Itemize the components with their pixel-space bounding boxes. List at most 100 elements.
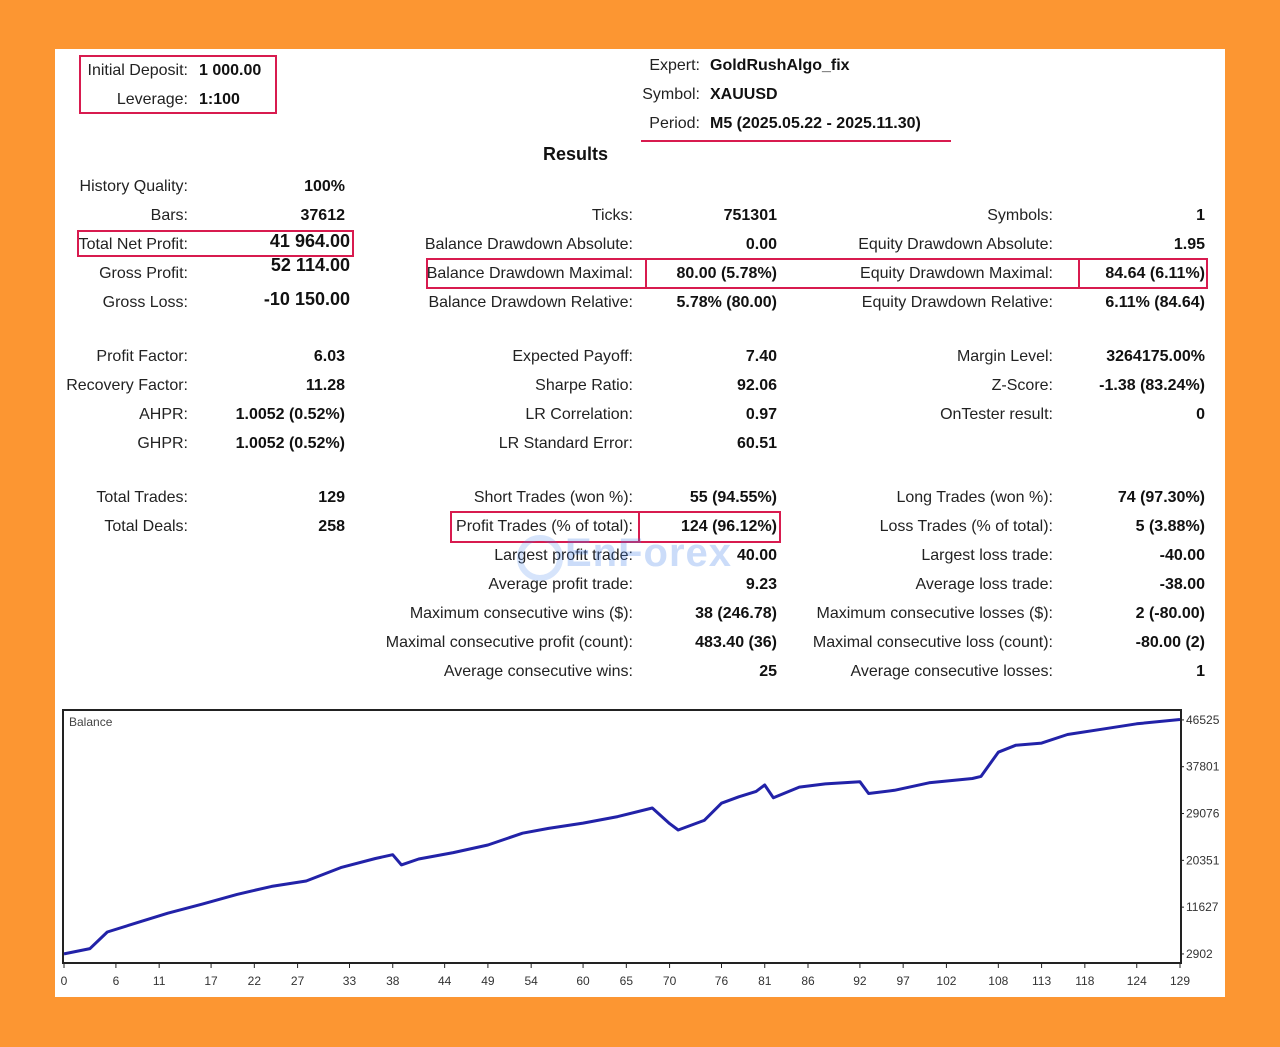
profit-trades-label: Profit Trades (% of total): bbox=[456, 518, 633, 535]
margin-level-label: Margin Level: bbox=[956, 348, 1053, 365]
y-tick-label: 11627 bbox=[1186, 900, 1219, 914]
lr-std-error-value: 60.51 bbox=[736, 435, 777, 452]
equity-dd-rel-value: 6.11% (84.64) bbox=[1105, 294, 1205, 311]
equity-dd-max-label: Equity Drawdown Maximal: bbox=[860, 265, 1053, 282]
x-tick-label: 33 bbox=[343, 974, 357, 988]
x-tick-label: 92 bbox=[853, 974, 867, 988]
total-trades-label: Total Trades: bbox=[96, 489, 188, 506]
period-value: M5 (2025.05.22 - 2025.11.30) bbox=[710, 115, 921, 132]
balance-dd-max-value: 80.00 (5.78%) bbox=[676, 265, 777, 282]
total-net-profit-label: Total Net Profit: bbox=[78, 236, 188, 253]
equity-dd-max-value: 84.64 (6.11%) bbox=[1105, 265, 1205, 282]
symbol-label: Symbol: bbox=[642, 86, 700, 103]
lr-std-error-label: LR Standard Error: bbox=[498, 435, 633, 452]
period-label: Period: bbox=[649, 115, 700, 132]
y-tick-label: 46525 bbox=[1186, 713, 1220, 727]
results-title: Results bbox=[543, 144, 609, 164]
watermark-logo-icon bbox=[517, 535, 563, 581]
max-consec-losses-label: Maximum consecutive losses ($): bbox=[816, 605, 1053, 622]
bars-value: 37612 bbox=[300, 207, 346, 224]
short-trades-label: Short Trades (won %): bbox=[473, 489, 633, 506]
z-score-value: -1.38 (83.24%) bbox=[1099, 377, 1205, 394]
equity-dd-abs-label: Equity Drawdown Absolute: bbox=[858, 236, 1053, 253]
chart-title: Balance bbox=[69, 715, 113, 729]
net-profit-highlight-box bbox=[77, 230, 354, 257]
history-quality-label: History Quality: bbox=[79, 178, 188, 195]
x-tick-label: 49 bbox=[481, 974, 495, 988]
average-profit-value: 9.23 bbox=[745, 576, 777, 593]
gross-loss-value: -10 150.00 bbox=[263, 289, 350, 309]
balance-series-line bbox=[63, 718, 1181, 956]
x-tick-label: 97 bbox=[896, 974, 910, 988]
equity-box-divider bbox=[1078, 258, 1080, 289]
x-tick-label: 129 bbox=[1170, 974, 1190, 988]
profit-factor-label: Profit Factor: bbox=[96, 348, 188, 365]
initial-deposit-label: Initial Deposit: bbox=[87, 62, 189, 79]
expected-payoff-value: 7.40 bbox=[745, 348, 777, 365]
balance-dd-rel-label: Balance Drawdown Relative: bbox=[428, 294, 633, 311]
symbols-label: Symbols: bbox=[987, 207, 1053, 224]
balance-dd-rel-value: 5.78% (80.00) bbox=[676, 294, 777, 311]
lr-correlation-label: LR Correlation: bbox=[525, 406, 633, 423]
margin-level-value: 3264175.00% bbox=[1106, 348, 1205, 365]
x-tick-label: 11 bbox=[153, 974, 166, 988]
drawdown-maximal-highlight-box bbox=[426, 258, 1208, 289]
z-score-label: Z-Score: bbox=[991, 377, 1053, 394]
x-tick-label: 44 bbox=[438, 974, 452, 988]
profit-factor-value: 6.03 bbox=[313, 348, 345, 365]
recovery-factor-label: Recovery Factor: bbox=[66, 377, 188, 394]
x-tick-label: 22 bbox=[248, 974, 262, 988]
x-tick-label: 70 bbox=[663, 974, 677, 988]
x-tick-label: 27 bbox=[291, 974, 305, 988]
x-tick-label: 38 bbox=[386, 974, 400, 988]
equity-dd-rel-label: Equity Drawdown Relative: bbox=[861, 294, 1053, 311]
drawdown-box-divider bbox=[645, 258, 647, 289]
avg-consec-losses-label: Average consecutive losses: bbox=[850, 663, 1053, 680]
expected-payoff-label: Expected Payoff: bbox=[512, 348, 633, 365]
profit-trades-box-divider bbox=[638, 511, 640, 543]
x-tick-label: 6 bbox=[113, 974, 120, 988]
avg-consec-losses-value: 1 bbox=[1196, 663, 1205, 680]
ahpr-value: 1.0052 (0.52%) bbox=[235, 406, 345, 423]
largest-loss-value: -40.00 bbox=[1159, 547, 1205, 564]
total-deals-label: Total Deals: bbox=[104, 518, 188, 535]
gross-profit-value: 52 114.00 bbox=[270, 255, 350, 275]
largest-profit-value: 40.00 bbox=[736, 547, 777, 564]
average-profit-label: Average profit trade: bbox=[488, 576, 633, 593]
x-tick-label: 113 bbox=[1032, 974, 1051, 988]
max-consec-losses-value: 2 (-80.00) bbox=[1135, 605, 1205, 622]
chart-frame bbox=[62, 709, 1182, 964]
x-tick-label: 54 bbox=[524, 974, 538, 988]
total-net-profit-value: 41 964.00 bbox=[269, 231, 350, 251]
average-loss-value: -38.00 bbox=[1159, 576, 1205, 593]
maximal-consec-profit-value: 483.40 (36) bbox=[695, 634, 777, 651]
avg-consec-wins-value: 25 bbox=[759, 663, 777, 680]
maximal-consec-loss-value: -80.00 (2) bbox=[1135, 634, 1205, 651]
ahpr-label: AHPR: bbox=[139, 406, 188, 423]
x-tick-label: 60 bbox=[576, 974, 590, 988]
ghpr-label: GHPR: bbox=[137, 435, 188, 452]
y-tick-label: 2902 bbox=[1186, 947, 1213, 961]
long-trades-label: Long Trades (won %): bbox=[896, 489, 1053, 506]
initial-deposit-value: 1 000.00 bbox=[199, 62, 262, 79]
total-trades-value: 129 bbox=[318, 489, 345, 506]
avg-consec-wins-label: Average consecutive wins: bbox=[443, 663, 633, 680]
ticks-label: Ticks: bbox=[591, 207, 633, 224]
watermark-text: EnForex bbox=[565, 531, 733, 575]
x-tick-label: 65 bbox=[620, 974, 634, 988]
x-tick-label: 17 bbox=[204, 974, 218, 988]
balance-dd-abs-label: Balance Drawdown Absolute: bbox=[424, 236, 633, 253]
leverage-value: 1:100 bbox=[199, 91, 240, 108]
recovery-factor-value: 11.28 bbox=[305, 377, 345, 394]
period-underline bbox=[641, 140, 951, 142]
symbol-value: XAUUSD bbox=[710, 86, 778, 103]
maximal-consec-profit-label: Maximal consecutive profit (count): bbox=[385, 634, 633, 651]
x-tick-label: 102 bbox=[936, 974, 956, 988]
gross-profit-label: Gross Profit: bbox=[99, 265, 188, 282]
sharpe-ratio-label: Sharpe Ratio: bbox=[535, 377, 633, 394]
total-deals-value: 258 bbox=[318, 518, 345, 535]
leverage-label: Leverage: bbox=[116, 91, 188, 108]
short-trades-value: 55 (94.55%) bbox=[689, 489, 777, 506]
expert-value: GoldRushAlgo_fix bbox=[710, 57, 850, 74]
